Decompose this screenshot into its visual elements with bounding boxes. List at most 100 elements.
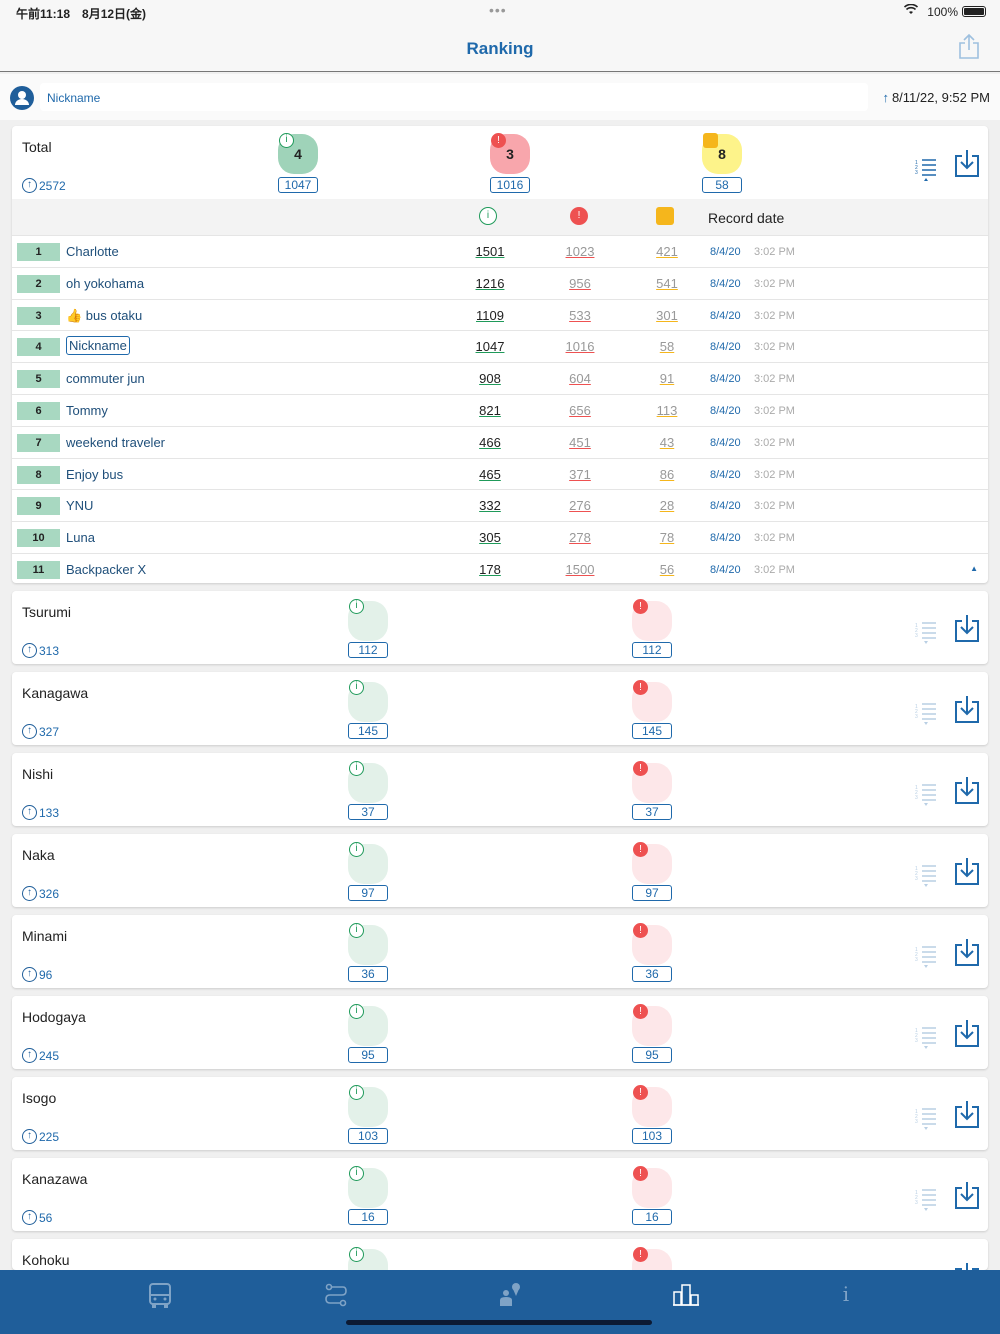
download-icon[interactable]: [954, 1018, 980, 1053]
bus-value[interactable]: 421: [656, 244, 678, 259]
walker-value[interactable]: 178: [479, 562, 501, 577]
table-row[interactable]: 9 YNU 332 276 28 8/4/20 3:02 PM: [12, 489, 988, 521]
pin-value[interactable]: 278: [569, 530, 591, 546]
download-icon[interactable]: [954, 1261, 980, 1270]
download-icon[interactable]: [954, 1099, 980, 1134]
download-icon[interactable]: [954, 937, 980, 972]
walker-value[interactable]: 305: [479, 530, 501, 546]
share-icon[interactable]: [958, 33, 980, 65]
bus-value[interactable]: 86: [659, 466, 675, 482]
ward-card[interactable]: Kanazawa ↑ 56 i 16! 16 1 2 3: [12, 1158, 988, 1231]
tab-route[interactable]: [316, 1282, 356, 1310]
user-name[interactable]: Nickname: [66, 336, 130, 356]
ward-card[interactable]: Nishi ↑ 133 i 37! 37 1 2 3: [12, 753, 988, 826]
walker-value[interactable]: 1501: [475, 244, 505, 259]
walker-value[interactable]: 1047: [475, 339, 505, 355]
bus-column-icon[interactable]: [656, 207, 674, 225]
walker-value[interactable]: 1109: [476, 307, 504, 323]
tab-ranking[interactable]: [666, 1282, 706, 1310]
bus-value[interactable]: 113: [656, 403, 678, 418]
ward-card[interactable]: Naka ↑ 326 i 97! 97 1 2 3: [12, 834, 988, 907]
table-row[interactable]: 2 oh yokohama 1216 956 541 8/4/20 3:02 PM: [12, 266, 988, 299]
collapse-icon[interactable]: ▲: [970, 564, 978, 573]
avatar-icon[interactable]: [10, 86, 34, 110]
walker-value[interactable]: 465: [479, 466, 501, 482]
pin-value[interactable]: 1023: [565, 244, 595, 259]
user-name[interactable]: weekend traveler: [66, 434, 165, 450]
download-icon[interactable]: [954, 775, 980, 810]
pin-column-icon[interactable]: !: [570, 207, 588, 225]
pin-value[interactable]: 956: [569, 275, 591, 291]
download-icon[interactable]: [954, 856, 980, 891]
pin-value[interactable]: 371: [569, 466, 591, 482]
home-indicator[interactable]: [346, 1320, 652, 1325]
pin-value[interactable]: 451: [569, 434, 591, 450]
walker-value[interactable]: 821: [479, 403, 501, 418]
table-row[interactable]: 11 Backpacker X 178 1500 56 8/4/20 3:02 PM ▲: [12, 553, 988, 585]
pin-value[interactable]: 1500: [565, 562, 595, 577]
ward-card[interactable]: Tsurumi ↑ 313 i 112! 112 1 2 3: [12, 591, 988, 664]
svg-text:1: 1: [915, 785, 918, 791]
tab-info[interactable]: i: [826, 1282, 866, 1310]
bus-value[interactable]: 541: [656, 275, 678, 291]
download-icon[interactable]: [954, 1180, 980, 1215]
ward-card[interactable]: Kanagawa ↑ 327 i 145! 145 1 2 3: [12, 672, 988, 745]
table-row[interactable]: 7 weekend traveler 466 451 43 8/4/20 3:02 PM: [12, 425, 988, 458]
pin-value[interactable]: 604: [569, 371, 591, 387]
walker-value[interactable]: 332: [479, 498, 501, 514]
multitask-dots-icon[interactable]: •••: [489, 2, 507, 18]
walker-value[interactable]: 908: [479, 371, 501, 387]
pin-value[interactable]: 656: [569, 403, 591, 418]
bus-value[interactable]: 56: [659, 562, 675, 577]
user-name[interactable]: commuter jun: [66, 371, 145, 387]
user-name[interactable]: Tommy: [66, 403, 108, 418]
pin-value[interactable]: 533: [569, 307, 591, 323]
record-date-header[interactable]: Record date: [708, 210, 785, 226]
bus-value[interactable]: 301: [656, 307, 678, 323]
ward-card[interactable]: Minami ↑ 96 i 36! 36 1 2 3: [12, 915, 988, 988]
download-icon[interactable]: [954, 694, 980, 729]
bus-value[interactable]: 28: [659, 498, 675, 514]
bus-value[interactable]: 58: [659, 339, 675, 355]
table-row[interactable]: 1 Charlotte 1501 1023 421 8/4/20 3:02 PM: [12, 235, 988, 267]
bus-value[interactable]: 43: [659, 434, 675, 450]
user-name[interactable]: Charlotte: [66, 244, 119, 259]
nickname-field[interactable]: Nickname: [40, 83, 868, 111]
pin-value[interactable]: 1016: [565, 339, 595, 355]
user-name[interactable]: YNU: [66, 498, 94, 514]
walker-value[interactable]: 466: [479, 434, 501, 450]
download-icon[interactable]: [954, 613, 980, 648]
table-row[interactable]: 5 commuter jun 908 604 91 8/4/20 3:02 PM: [12, 362, 988, 394]
user-name[interactable]: Luna: [66, 530, 95, 546]
bus-value[interactable]: 78: [659, 530, 675, 546]
table-row[interactable]: 3 👍 bus otaku 1109 533 301 8/4/20 3:02 PM: [12, 298, 988, 331]
tab-map[interactable]: [490, 1282, 530, 1310]
user-name[interactable]: 👍 bus otaku: [66, 307, 143, 323]
table-row[interactable]: 4 Nickname 1047 1016 58 8/4/20 3:02 PM: [12, 330, 988, 362]
user-name[interactable]: oh yokohama: [66, 275, 145, 291]
tab-bus[interactable]: [140, 1282, 180, 1310]
user-name[interactable]: Backpacker X: [66, 562, 147, 577]
bus-value[interactable]: 91: [659, 371, 675, 387]
table-row[interactable]: 6 Tommy 821 656 113 8/4/20 3:02 PM: [12, 394, 988, 426]
table-row[interactable]: 8 Enjoy bus 465 371 86 8/4/20 3:02 PM: [12, 457, 988, 490]
download-icon[interactable]: [954, 148, 980, 183]
pin-value[interactable]: 276: [569, 498, 591, 514]
table-row[interactable]: 10 Luna 305 278 78 8/4/20 3:02 PM: [12, 521, 988, 553]
route-icon: [325, 1283, 347, 1307]
walker-column-icon[interactable]: i: [479, 207, 497, 225]
ward-card[interactable]: Hodogaya ↑ 245 i 95! 95 1 2 3: [12, 996, 988, 1069]
walker-value[interactable]: 1216: [475, 275, 505, 291]
user-name[interactable]: Enjoy bus: [66, 466, 124, 482]
ward-card[interactable]: Isogo ↑ 225 i 103! 103 1 2 3: [12, 1077, 988, 1150]
